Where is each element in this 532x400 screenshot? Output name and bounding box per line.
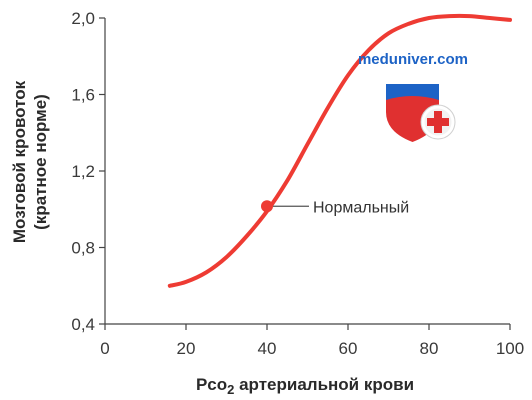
y-axis-label-line-1: Мозговой кровоток: [10, 80, 29, 243]
y-axis-label: Мозговой кровоток: [10, 80, 29, 243]
y-tick-label: 1,2: [71, 162, 95, 181]
y-tick-label: 0,8: [71, 239, 95, 258]
y-axis-label-line-2: (кратное норме): [31, 94, 50, 230]
x-ticks: 0 20 40 60 80 100: [100, 324, 524, 358]
annotation-label: Нормальный: [313, 199, 409, 216]
annotation-point: [261, 200, 273, 213]
series-line: [167, 13, 512, 288]
x-tick-label: 80: [420, 339, 439, 358]
watermark: meduniver.com: [358, 51, 468, 142]
x-tick-label: 20: [177, 339, 196, 358]
x-tick-label: 100: [496, 339, 524, 358]
y-tick-label: 1,6: [71, 86, 95, 105]
y-ticks: 0,4 0,8 1,2 1,6 2,0: [71, 9, 105, 334]
y-tick-label: 0,4: [71, 315, 95, 334]
x-tick-label: 0: [100, 339, 109, 358]
y-axis-label-2: (кратное норме): [31, 94, 50, 230]
x-axis-label: Pco2 артериальной крови: [196, 375, 414, 397]
x-tick-label: 60: [339, 339, 358, 358]
watermark-text: meduniver.com: [358, 51, 468, 68]
shield-logo-icon: [386, 84, 456, 142]
y-tick-label: 2,0: [71, 9, 95, 28]
x-tick-label: 40: [258, 339, 277, 358]
